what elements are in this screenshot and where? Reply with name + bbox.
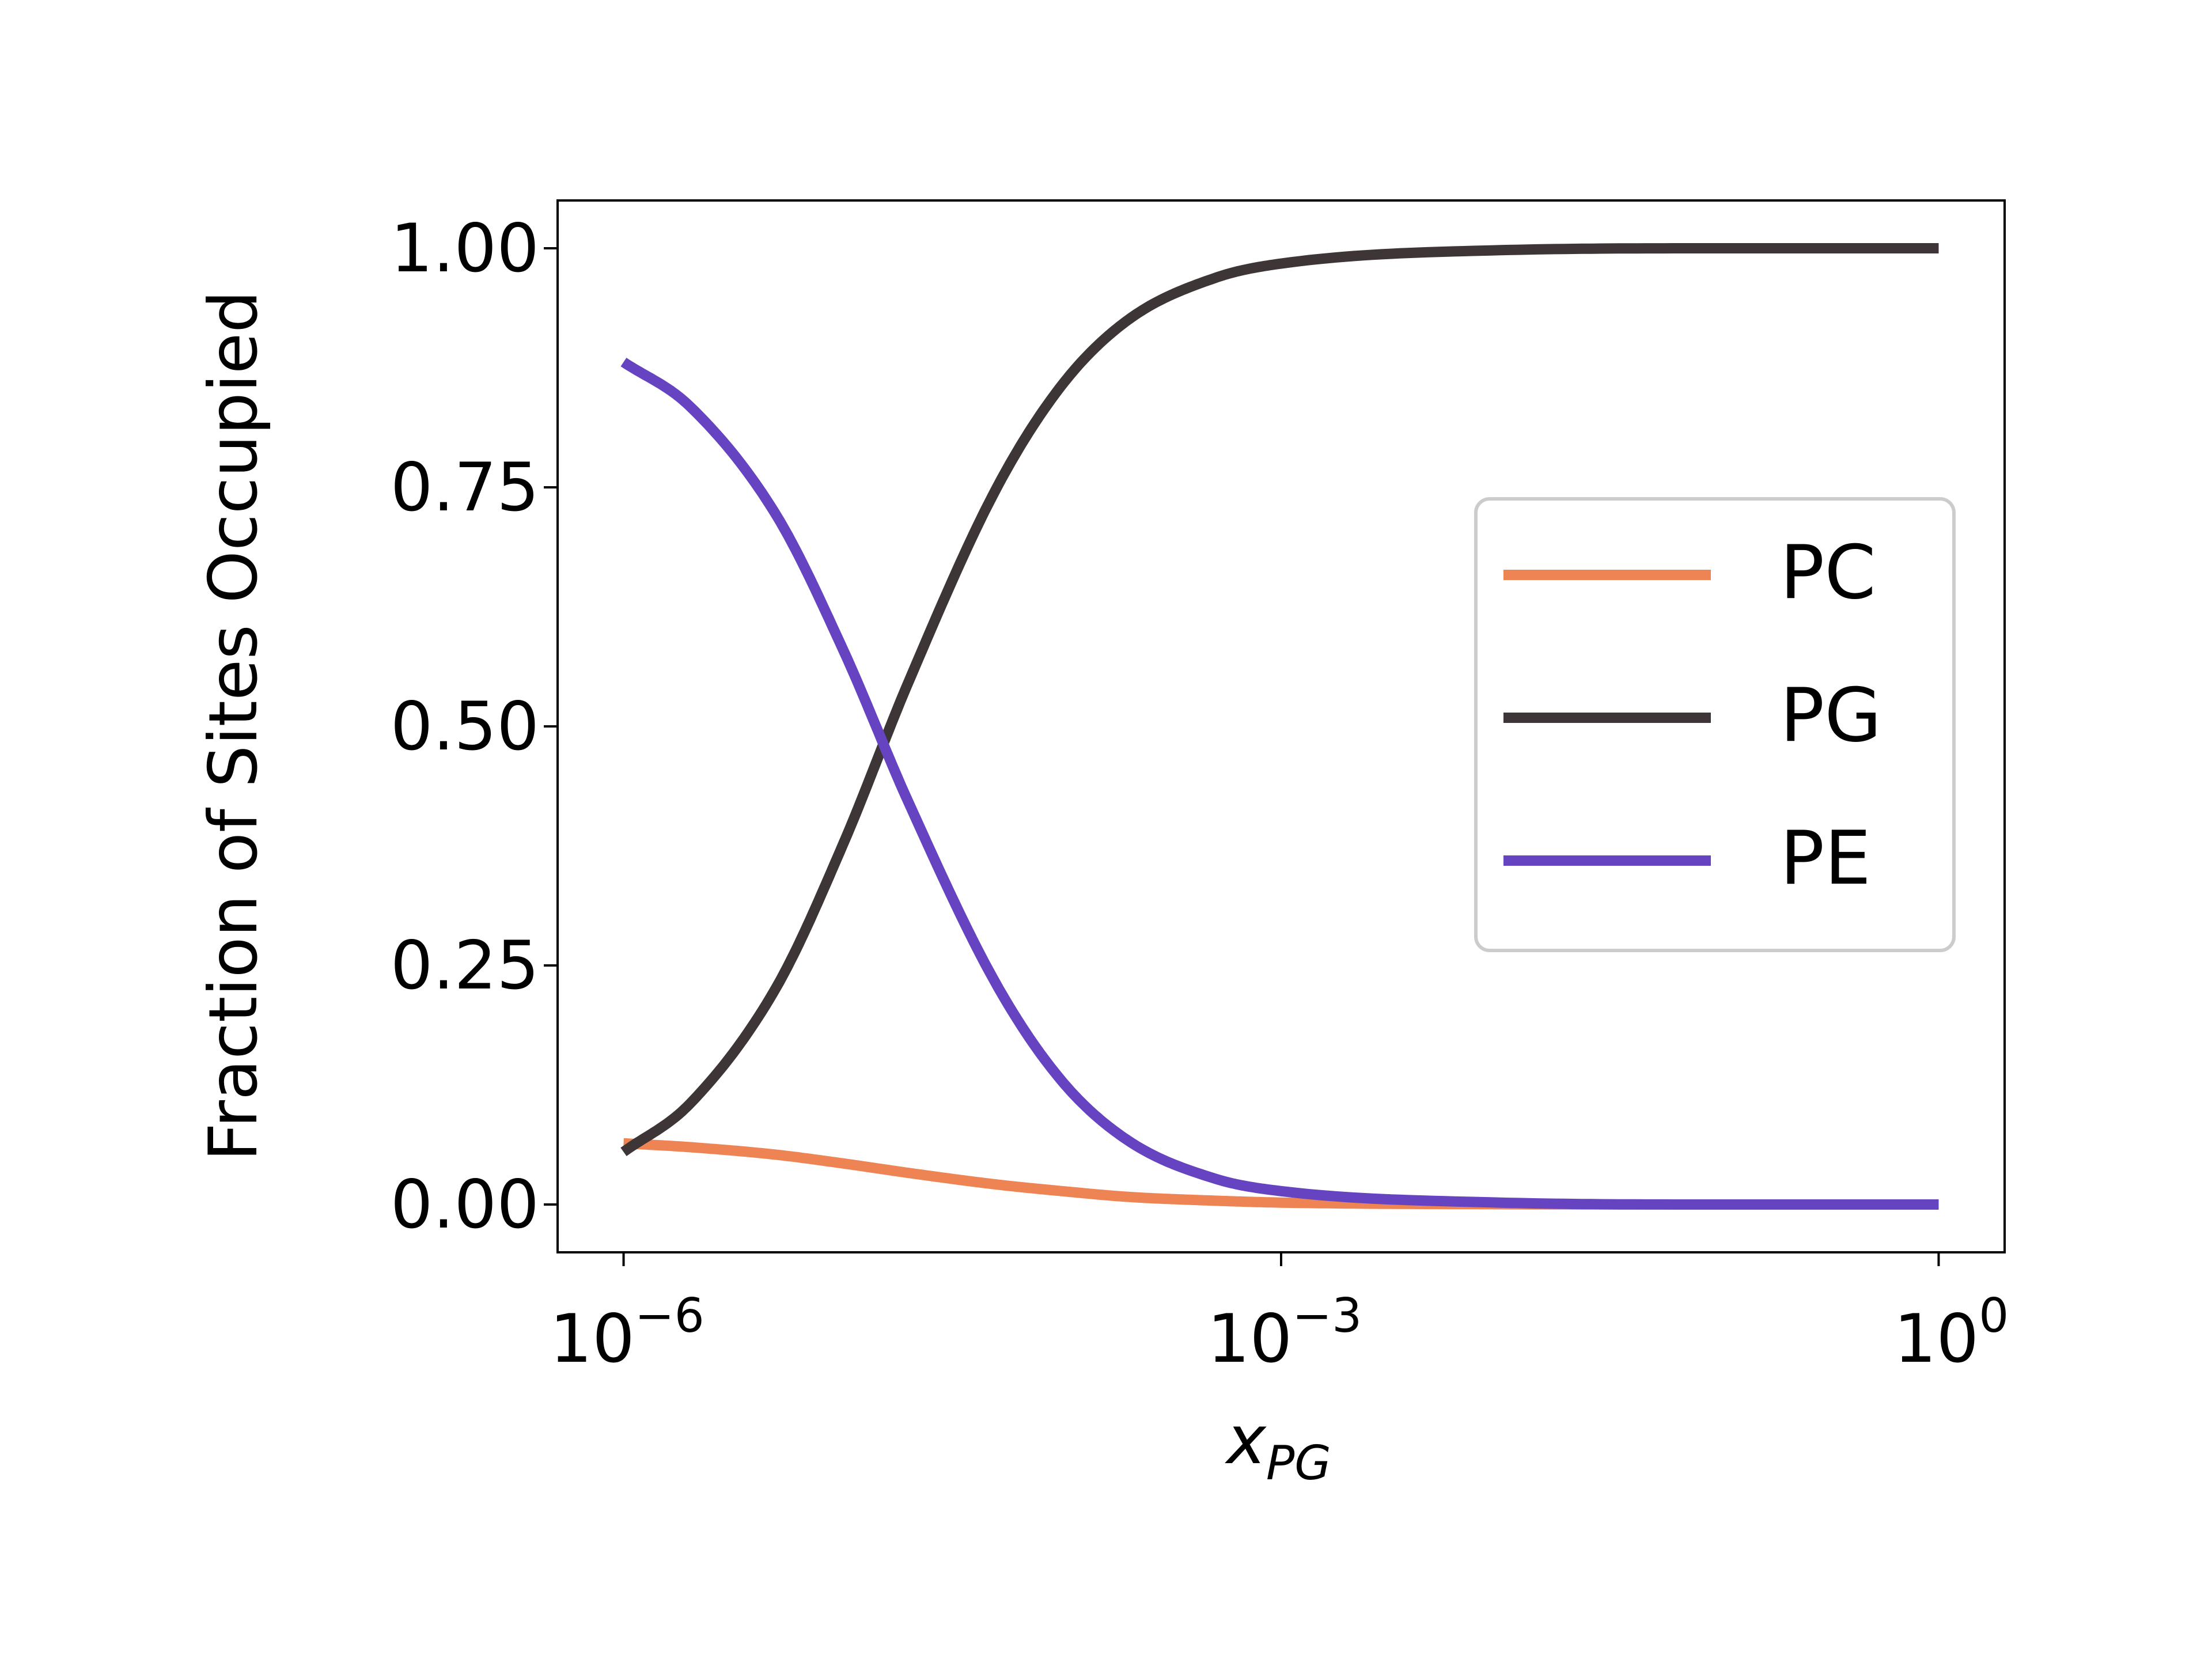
legend-frame [1474,497,1956,952]
y-axis-label: Fraction of Sites Occupied [195,290,272,1161]
series-line-pe [620,358,1939,1210]
y-tick-label: 0.75 [391,449,539,527]
x-axis-label-main: x [1225,1402,1267,1479]
legend-label-pe: PE [1780,816,1871,902]
y-tick-label: 0.50 [391,688,539,766]
x-tick-label: 10−6 [550,1289,704,1378]
y-tick-label: 0.00 [391,1166,539,1244]
x-axis-ticks: 10−6 10−3 100 [550,1252,2009,1378]
x-axis-label-subscript: PG [1266,1436,1331,1491]
y-tick-label: 0.25 [391,927,539,1005]
series-layer [620,243,1939,1210]
legend-items: PC PG PE [1503,530,1881,902]
legend-label-pg: PG [1780,673,1881,759]
y-axis-ticks: 0.00 0.25 0.50 0.75 1.00 [391,210,558,1244]
x-axis-label: xPG [1225,1402,1331,1491]
x-tick-label: 10−3 [1207,1289,1362,1378]
legend: PC PG PE [1474,497,1956,952]
x-tick-label: 100 [1894,1289,2009,1378]
series-line-pg [620,243,1939,1157]
legend-label-pc: PC [1780,530,1876,616]
y-tick-label: 1.00 [391,210,539,287]
